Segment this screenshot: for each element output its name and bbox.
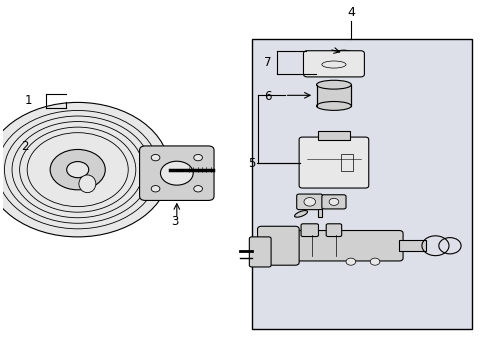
Text: 5: 5	[248, 157, 255, 170]
Circle shape	[151, 154, 160, 161]
FancyBboxPatch shape	[321, 195, 346, 209]
FancyBboxPatch shape	[288, 230, 402, 261]
Circle shape	[193, 154, 202, 161]
FancyBboxPatch shape	[249, 237, 270, 267]
FancyBboxPatch shape	[257, 226, 299, 265]
FancyBboxPatch shape	[296, 194, 322, 210]
Circle shape	[160, 161, 193, 185]
FancyBboxPatch shape	[325, 224, 341, 237]
Circle shape	[193, 185, 202, 192]
Text: 1: 1	[24, 94, 32, 107]
Ellipse shape	[316, 80, 350, 89]
FancyBboxPatch shape	[139, 146, 214, 201]
Text: 2: 2	[21, 140, 29, 153]
Text: 6: 6	[264, 90, 271, 103]
Ellipse shape	[294, 211, 307, 217]
Ellipse shape	[316, 102, 350, 111]
Circle shape	[66, 162, 88, 178]
Bar	[318, 131, 349, 140]
Bar	[341, 154, 352, 171]
Circle shape	[328, 198, 338, 206]
Text: 7: 7	[264, 56, 271, 69]
Bar	[251, 39, 471, 329]
FancyBboxPatch shape	[301, 224, 318, 237]
Circle shape	[304, 198, 315, 206]
Bar	[317, 209, 321, 217]
Circle shape	[369, 258, 379, 265]
FancyBboxPatch shape	[303, 51, 364, 77]
Text: 4: 4	[346, 6, 354, 19]
Bar	[398, 240, 425, 251]
Circle shape	[346, 258, 355, 265]
Circle shape	[0, 102, 169, 237]
Text: 3: 3	[171, 215, 178, 228]
Circle shape	[151, 185, 160, 192]
Bar	[316, 85, 350, 106]
FancyBboxPatch shape	[299, 137, 368, 188]
Circle shape	[50, 149, 105, 190]
Ellipse shape	[79, 175, 96, 193]
